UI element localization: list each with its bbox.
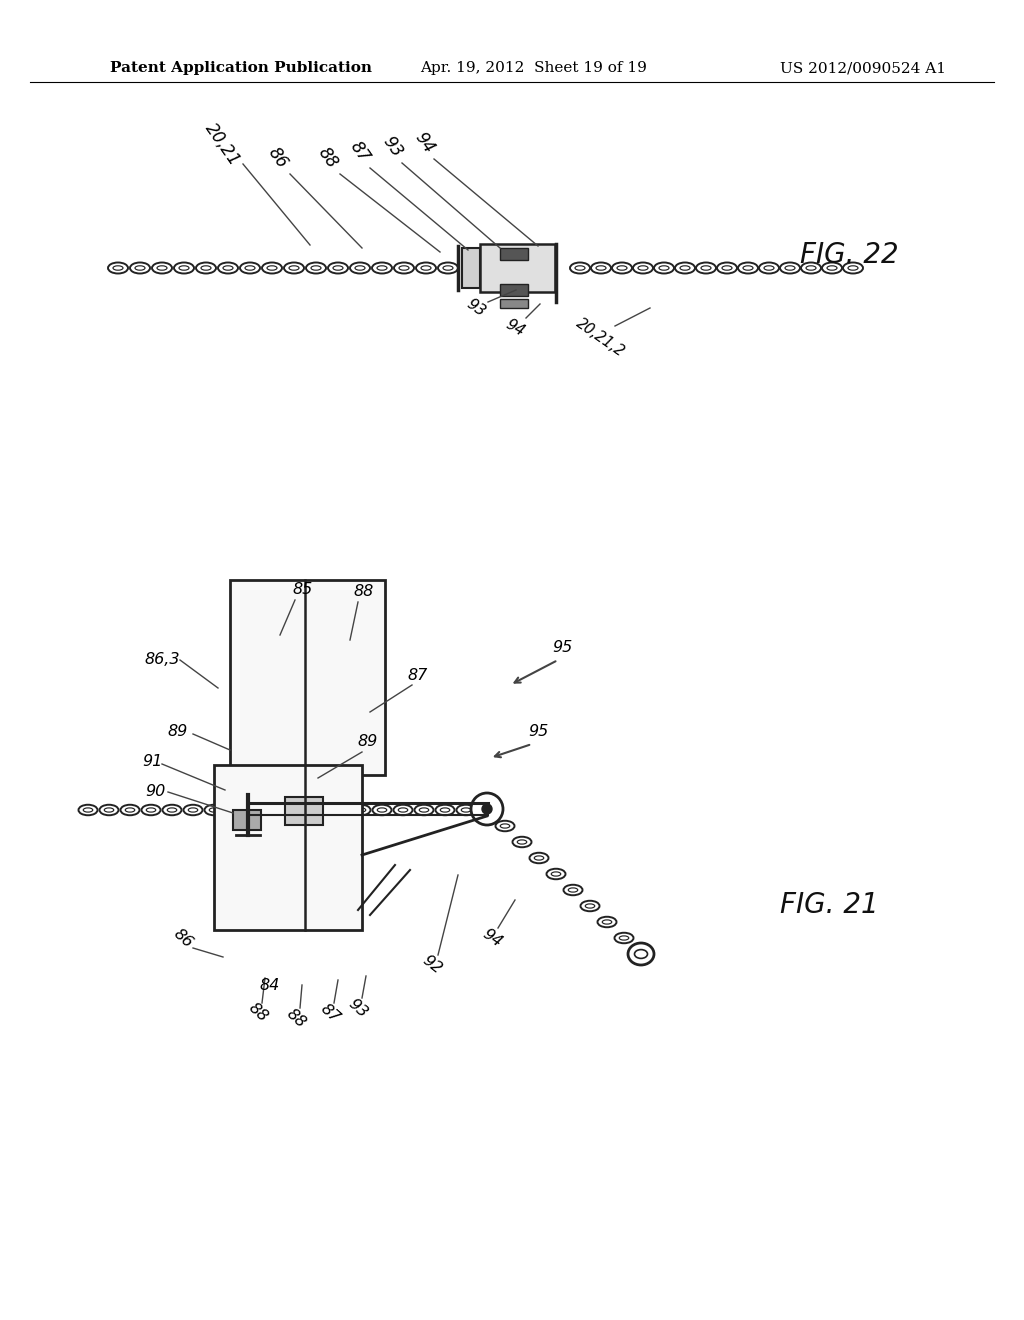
Text: 88: 88 [314,144,341,172]
Text: FIG. 22: FIG. 22 [800,242,899,269]
Text: 91: 91 [142,755,162,770]
Text: FIG. 21: FIG. 21 [780,891,879,919]
Text: 89: 89 [357,734,378,750]
Text: 93: 93 [345,995,371,1020]
Text: 93: 93 [379,133,406,161]
Text: 89: 89 [168,725,188,739]
Bar [500,248,528,260]
Text: Apr. 19, 2012  Sheet 19 of 19: Apr. 19, 2012 Sheet 19 of 19 [420,61,647,75]
Text: 20,21: 20,21 [201,120,243,170]
Bar [462,248,480,288]
Bar [230,579,385,775]
Text: 87: 87 [346,139,374,166]
Text: 90: 90 [144,784,165,800]
Text: 88: 88 [246,999,270,1024]
Text: 94: 94 [479,927,505,950]
Text: 88: 88 [354,585,374,599]
Text: 92: 92 [420,953,444,977]
Text: 87: 87 [317,1001,343,1026]
Text: 95: 95 [528,725,548,739]
Text: 88: 88 [284,1006,308,1031]
Bar [500,284,528,296]
Text: 84: 84 [260,978,281,993]
Text: 95: 95 [552,640,572,656]
Circle shape [471,793,503,825]
Text: US 2012/0090524 A1: US 2012/0090524 A1 [780,61,946,75]
Bar [285,797,323,825]
Text: Patent Application Publication: Patent Application Publication [110,61,372,75]
Text: 86,3: 86,3 [144,652,180,668]
Circle shape [482,804,492,814]
Bar [233,810,261,830]
Bar [500,300,528,308]
Text: 85: 85 [293,582,313,598]
Bar [214,766,362,931]
Text: 87: 87 [408,668,428,682]
Text: 86: 86 [170,925,196,950]
Text: 20,21,2: 20,21,2 [573,315,627,360]
Text: 94: 94 [411,129,437,157]
Text: 93: 93 [464,296,488,319]
Text: 94: 94 [503,317,527,339]
Bar [480,244,555,292]
Text: 86: 86 [264,144,292,172]
